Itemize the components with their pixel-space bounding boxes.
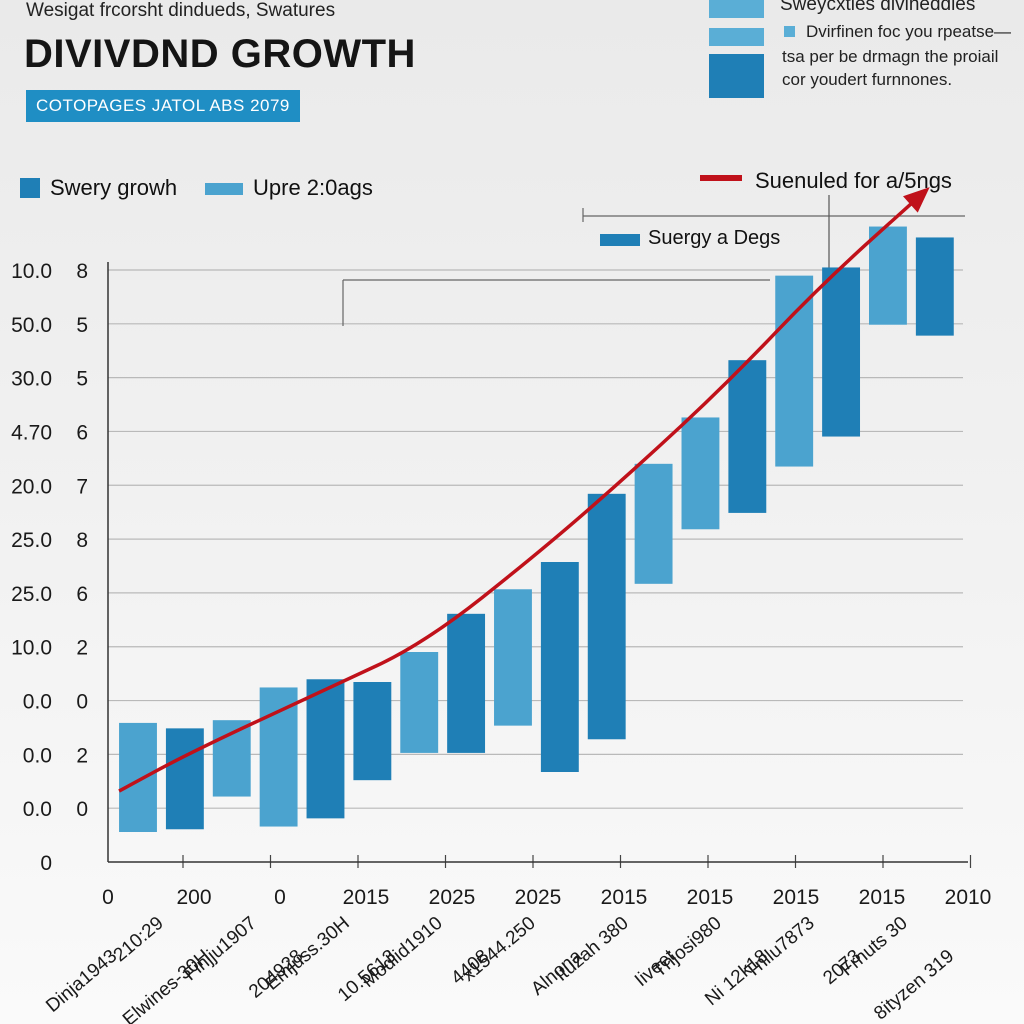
y-tick-label-right: 7 [76, 475, 88, 498]
bar [775, 275, 814, 467]
y-tick-label-left: 10.0 [11, 637, 52, 660]
bar-series [119, 226, 954, 832]
bar [259, 687, 298, 827]
x-tick-label-top: 2025 [429, 886, 476, 909]
chart-subtitle-badge: COTOPAGES JATOL ABS 2079 [26, 90, 300, 122]
bar [494, 589, 532, 726]
y-tick-label-left: 20.0 [11, 475, 52, 498]
legend-swatch-dark [20, 178, 40, 198]
x-tick-label-top: 0 [102, 886, 114, 909]
x-tick-label-top: 200 [176, 886, 211, 909]
y-tick-label-right: 5 [76, 314, 88, 337]
y-tick-label-right: 2 [76, 744, 88, 767]
x-tick-label-top: 2015 [601, 886, 648, 909]
y-tick-label-right: 0 [76, 798, 88, 821]
bar [681, 417, 720, 530]
bar [822, 267, 861, 437]
gridlines [108, 269, 972, 868]
bar [353, 682, 392, 781]
bar [400, 652, 439, 753]
y-tick-label-right: 0 [76, 691, 88, 714]
axes [107, 262, 968, 863]
legend-label-dark: Swery growh [50, 175, 178, 200]
bar [165, 728, 204, 830]
x-tick-label-top: 2015 [859, 886, 906, 909]
y-tick-label-left: 10.0 [11, 260, 52, 283]
legend-label-light: Upre 2:0ags [253, 175, 373, 200]
legend-label-degs: Suergy a Degs [648, 227, 781, 249]
note-line-1: Dvirfinen foc you rpeatse— [806, 22, 1012, 41]
bar [869, 226, 907, 325]
y-tick-label-left: 0.0 [23, 798, 52, 821]
bar [447, 613, 486, 753]
y-tick-label-left: 0.0 [23, 744, 52, 767]
y-tick-label-left: 0.0 [23, 691, 52, 714]
bar [306, 679, 345, 819]
y-tick-label-right: 6 [76, 421, 88, 444]
trend-arrowhead [903, 187, 930, 213]
y-tick-label-right: 6 [76, 583, 88, 606]
x-tick-label-top: 2025 [515, 886, 562, 909]
y-tick-label-left: 25.0 [11, 529, 52, 552]
x-tick-label-bottom: Emjuss.30H [262, 913, 354, 995]
bar [540, 562, 579, 772]
x-tick-label-top: 2015 [343, 886, 390, 909]
x-tick-label-bottom: Finjju1907 [180, 913, 261, 985]
bar [915, 237, 954, 336]
bar [587, 493, 626, 740]
note-line-3: cor youdert furnnones. [782, 70, 953, 89]
note-block-bottom [709, 54, 764, 98]
y-tick-label-right: 5 [76, 368, 88, 391]
note-title: Sweycxties divineddies [780, 0, 976, 15]
note-bullet-square [784, 26, 795, 37]
bar [119, 722, 157, 832]
y-tick-label-right: 8 [76, 260, 88, 283]
x-tick-label-bottom: Tnllu7873 [741, 913, 818, 983]
trend-line [118, 189, 927, 793]
legend-label-trend: Suenuled for a/5ngs [755, 168, 952, 193]
x-tick-label-bottom: 210:29 [110, 913, 168, 966]
y-tick-label-right: 8 [76, 529, 88, 552]
bar [634, 463, 673, 584]
x-tick-label-bottom: Frnuts 30 [837, 913, 912, 981]
note-block-middle [709, 28, 764, 46]
legend-swatch-degs [600, 234, 640, 246]
chart-title: DIVIVDND GROWTH [24, 32, 416, 76]
x-tick-label-top: 0 [274, 886, 286, 909]
chart-supertitle: Wesigat frcorsht dindueds, Swatures [26, 0, 336, 21]
x-tick-label-bottom: Tnjosi980 [649, 913, 726, 982]
x-tick-label-bottom: Modlid1910 [358, 913, 447, 992]
trend-series [118, 187, 930, 793]
x-tick-label-bottom: Dinja1943 [42, 946, 121, 1017]
bar [728, 360, 767, 513]
x-tick-label-bottom: 8ityzen 319 [870, 946, 958, 1024]
legend-swatch-light [205, 183, 243, 195]
note-block-top [709, 0, 764, 18]
legend-swatch-trend [700, 175, 742, 181]
y-tick-label-left: 50.0 [11, 314, 52, 337]
x-tick-label-top: 2015 [773, 886, 820, 909]
note-line-2: tsa per be drmagn the proiail [782, 47, 999, 66]
x-tick-label-bottom: x1544.250 [458, 913, 539, 986]
x-tick-label-bottom: Ituzah 380 [551, 913, 632, 986]
y-tick-label-left: 0 [40, 852, 52, 875]
x-tick-labels: 0 200 0 2015 2025 2025 2015 2015 2015 2015 2010 Din… [42, 886, 991, 1024]
y-tick-label-right: 2 [76, 637, 88, 660]
y-tick-label-left: 25.0 [11, 583, 52, 606]
y-tick-labels: 10.0 850.0 530.0 54.70 620.0 725.0 825.0 610.0 2… [11, 260, 88, 875]
y-tick-label-left: 4.70 [11, 421, 52, 444]
y-tick-label-left: 30.0 [11, 368, 52, 391]
annotation-lines [342, 195, 965, 326]
x-tick-label-top: 2015 [687, 886, 734, 909]
x-tick-label-top: 2010 [945, 886, 992, 909]
